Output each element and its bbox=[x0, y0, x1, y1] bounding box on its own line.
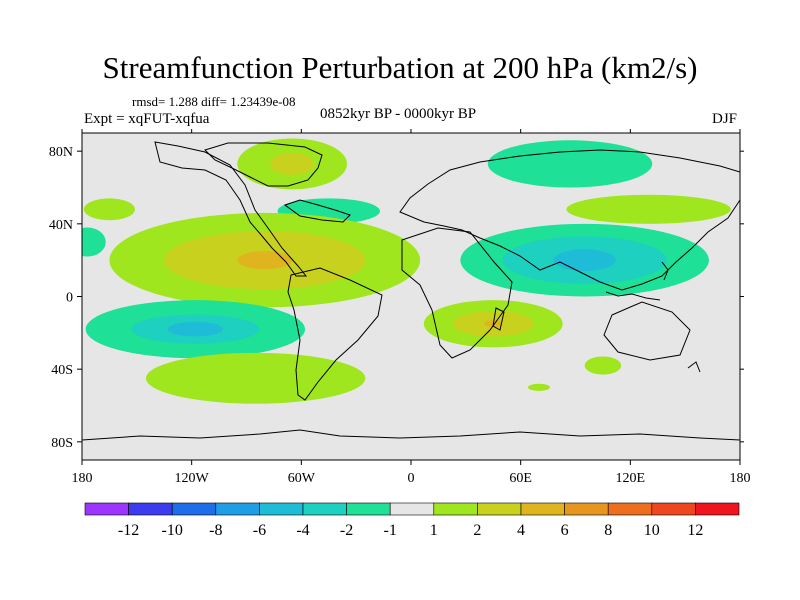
y-tick-label-3: 40S bbox=[51, 363, 73, 378]
coast-australia bbox=[603, 301, 691, 361]
colorbar-label-9: 4 bbox=[517, 522, 525, 539]
chart-title: Streamfunction Perturbation at 200 hPa (… bbox=[102, 50, 698, 85]
coast-north-america bbox=[154, 141, 308, 277]
x-tick-label-5: 120E bbox=[616, 471, 646, 486]
x-tick-label-3: 0 bbox=[408, 471, 415, 486]
anomaly-south-indian-positive-bin-0 bbox=[584, 356, 622, 375]
anomaly-greenland-positive-bin-1 bbox=[270, 152, 315, 175]
colorbar-box-14 bbox=[695, 502, 740, 516]
anomaly-field bbox=[82, 138, 731, 404]
y-tick-label-1: 40N bbox=[49, 218, 73, 233]
y-tick-label-0: 80N bbox=[49, 145, 73, 160]
colorbar-label-10: 6 bbox=[561, 522, 569, 539]
colorbar-label-13: 12 bbox=[687, 522, 703, 539]
colorbar-label-12: 10 bbox=[644, 522, 660, 539]
colorbar-label-3: -6 bbox=[253, 522, 266, 539]
x-tick-label-2: 60W bbox=[288, 471, 316, 486]
x-tick-label-6: 180 bbox=[730, 471, 751, 486]
y-tick-label-4: 80S bbox=[51, 436, 73, 451]
colorbar-box-11 bbox=[564, 502, 609, 516]
coastlines bbox=[82, 141, 740, 441]
anomaly-pacific-west-positive-bin-0 bbox=[83, 198, 136, 221]
anomaly-europe-asia-positive-bin-0 bbox=[566, 194, 731, 224]
season-label: DJF bbox=[712, 111, 738, 127]
coast-africa bbox=[401, 227, 513, 359]
period-label: 0852kyr BP - 0000kyr BP bbox=[320, 106, 477, 122]
coast-new-zealand bbox=[687, 361, 701, 373]
colorbar-box-6 bbox=[346, 502, 391, 516]
colorbar-label-11: 8 bbox=[604, 522, 612, 539]
anomaly-atlantic-tropical-positive-bin-2 bbox=[237, 251, 293, 270]
anomaly-south-atlantic-small-positive-bin-0 bbox=[527, 383, 550, 391]
colorbar-box-8 bbox=[433, 502, 478, 516]
colorbar-label-2: -8 bbox=[209, 522, 222, 539]
colorbar-label-8: 2 bbox=[473, 522, 481, 539]
colorbar-label-5: -2 bbox=[340, 522, 353, 539]
colorbar-box-0 bbox=[84, 502, 129, 516]
coast-philippines bbox=[661, 261, 669, 281]
colorbar-box-12 bbox=[607, 502, 653, 516]
colorbar-label-1: -10 bbox=[162, 522, 183, 539]
stats-label: rmsd= 1.288 diff= 1.23439e-08 bbox=[132, 94, 296, 109]
experiment-label: Expt = xqFUT-xqfua bbox=[84, 111, 210, 127]
colorbar-box-5 bbox=[302, 502, 347, 516]
anomaly-arctic-siberia-negative-bin-0 bbox=[487, 140, 653, 188]
coast-labrador bbox=[283, 199, 351, 223]
anomaly-pacific-west-edge-negative-bin-0 bbox=[82, 227, 106, 257]
colorbar-box-1 bbox=[128, 502, 173, 516]
coast-antarctica bbox=[82, 429, 740, 441]
axes: 180 120W 60W 0 60E 120E 180 80N 40N 0 40S 80S bbox=[49, 129, 751, 486]
anomaly-southern-ocean-positive-bin-0 bbox=[145, 352, 366, 404]
coast-south-america bbox=[287, 267, 383, 401]
colorbar-box-2 bbox=[171, 502, 217, 516]
colorbar-box-9 bbox=[477, 502, 522, 516]
x-tick-label-0: 180 bbox=[72, 471, 93, 486]
anomaly-pacific-south-negative-bin-2 bbox=[167, 321, 223, 337]
coast-madagascar bbox=[492, 307, 505, 331]
colorbar-box-10 bbox=[520, 502, 565, 516]
colorbar-box-13 bbox=[651, 502, 696, 516]
coast-indonesia bbox=[605, 291, 661, 301]
colorbar-label-0: -12 bbox=[118, 522, 139, 539]
colorbar-label-6: -1 bbox=[384, 522, 397, 539]
anomaly-asia-tropical-negative-bin-2 bbox=[553, 249, 616, 272]
colorbar-box-7 bbox=[389, 502, 435, 516]
colorbar: -12 -10 -8 -6 -4 -2 -1 1 2 4 6 8 10 12 bbox=[84, 502, 740, 539]
y-tick-label-2: 0 bbox=[66, 291, 73, 306]
coast-eurasia bbox=[399, 149, 740, 291]
colorbar-box-3 bbox=[215, 502, 260, 516]
coast-greenland bbox=[204, 142, 323, 187]
colorbar-box-4 bbox=[259, 502, 304, 516]
x-tick-label-4: 60E bbox=[509, 471, 532, 486]
colorbar-label-4: -4 bbox=[296, 522, 309, 539]
colorbar-label-7: 1 bbox=[430, 522, 438, 539]
x-tick-label-1: 120W bbox=[175, 471, 210, 486]
